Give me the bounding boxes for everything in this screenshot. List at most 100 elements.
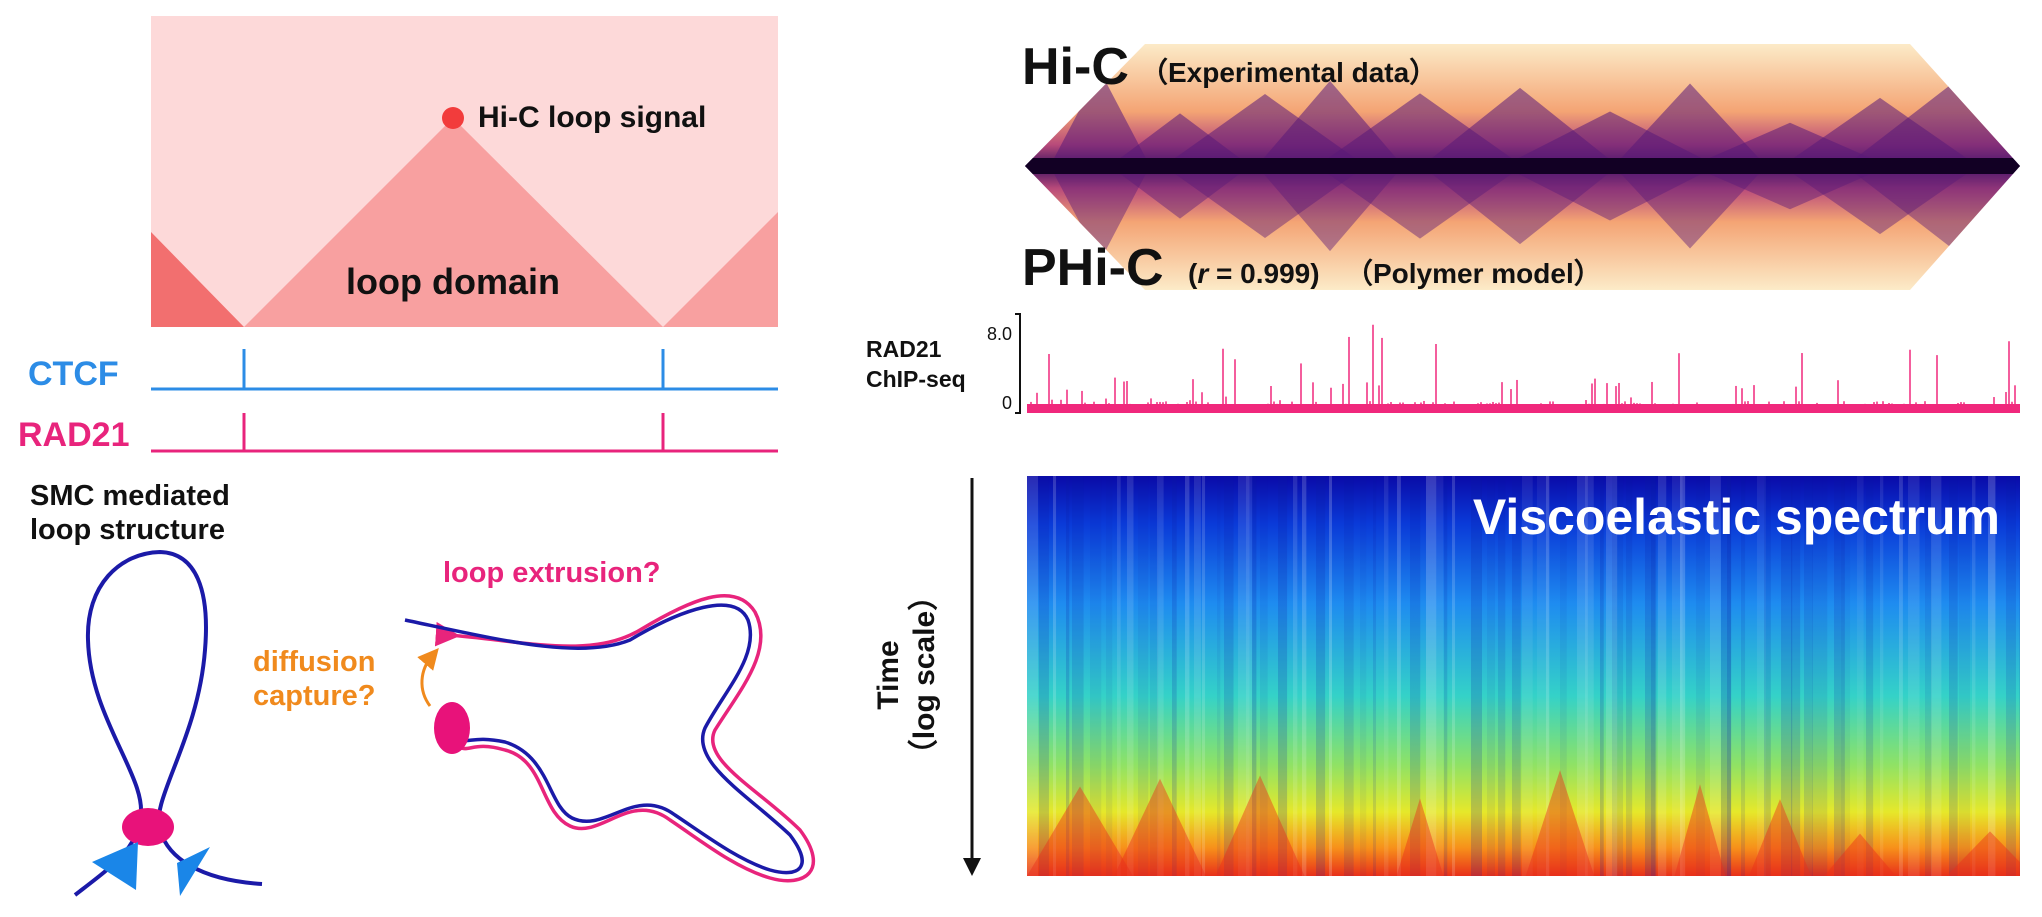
spectrum-peak bbox=[1823, 833, 1897, 876]
spectrum-stripe bbox=[1302, 476, 1307, 876]
phic-r-prefix: ( bbox=[1188, 258, 1198, 289]
hic-diagonal bbox=[1025, 158, 2020, 174]
phic-domain-triangle bbox=[1422, 166, 1618, 245]
spectrum-stripe bbox=[1260, 476, 1268, 876]
extrusion-cohesin-icon bbox=[434, 702, 470, 754]
spectrum-peak bbox=[1215, 775, 1305, 876]
spectrum-stripe bbox=[1090, 476, 1102, 876]
spectrum-stripe bbox=[1757, 476, 1766, 876]
phic-domain-triangle bbox=[1613, 166, 1767, 249]
spectrum-stripe bbox=[1194, 476, 1201, 876]
spectrum-stripe bbox=[1791, 476, 1801, 876]
phic-domain-triangle bbox=[1049, 166, 1151, 262]
extrusion-strand-pink bbox=[434, 594, 815, 883]
time-label-line2: （log scale） bbox=[907, 581, 941, 769]
spectrum-stripe bbox=[1741, 476, 1746, 876]
ctcf-label: CTCF bbox=[28, 355, 119, 393]
spectrum-stripe bbox=[1645, 476, 1656, 876]
phic-domain-triangle bbox=[1109, 166, 1251, 219]
smc-loop-structure: SMC mediated loop structure bbox=[30, 480, 263, 897]
spectrum-stripe bbox=[1426, 476, 1437, 876]
chip-label-line2: ChIP-seq bbox=[866, 366, 966, 392]
spectrum-stripe bbox=[1452, 476, 1456, 876]
spectrum-stripe bbox=[1949, 476, 1958, 876]
spectrum-stripe bbox=[1373, 476, 1377, 876]
phic-title-text: PHi-C bbox=[1022, 239, 1164, 297]
spectrum-peak bbox=[1748, 799, 1812, 876]
left-domain-triangle bbox=[151, 232, 244, 327]
chip-seq-track: RAD21 ChIP-seq 8.0 0 bbox=[866, 313, 2020, 414]
right-domain-triangle bbox=[663, 212, 778, 327]
spectrum-stripe bbox=[1437, 476, 1444, 876]
spectrum-stripe bbox=[1972, 476, 1976, 876]
spectrum-stripe bbox=[1360, 476, 1367, 876]
chip-max-tick: 8.0 bbox=[987, 324, 1012, 344]
spectrum-stripe bbox=[1252, 476, 1257, 876]
spectrum-stripe bbox=[1988, 476, 1996, 876]
loop-extrusion-label: loop extrusion? bbox=[443, 557, 661, 589]
spectrum-stripe bbox=[1202, 476, 1206, 876]
spectrum-stripe bbox=[1397, 476, 1401, 876]
spectrum-stripe bbox=[1410, 476, 1421, 876]
hic-map: Hi-C （Experimental data） PHi-C (r = 0.99… bbox=[1022, 38, 2020, 297]
hic-domain-triangle bbox=[1049, 70, 1151, 166]
spectrum-stripe bbox=[1278, 476, 1288, 876]
spectrum-stripe bbox=[1127, 476, 1134, 876]
spectrum-stripe bbox=[1931, 476, 1942, 876]
ctcf-protein-right-icon bbox=[177, 847, 210, 896]
spectrum-peak bbox=[1946, 831, 2020, 876]
phic-domain-triangle bbox=[1502, 166, 1718, 221]
spectrum-peak bbox=[1674, 784, 1726, 876]
spectrum-stripe bbox=[1217, 476, 1221, 876]
spectrum-stripe bbox=[1329, 476, 1333, 876]
spectrum-stripe bbox=[1781, 476, 1793, 876]
spectrum-stripe bbox=[1812, 476, 1823, 876]
viscoelastic-spectrum: Viscoelastic spectrum Time （log scale） bbox=[872, 476, 2020, 876]
loop-extrusion-diagram: loop extrusion? diffusion capture? bbox=[253, 557, 815, 883]
spectrum-stripe bbox=[1117, 476, 1121, 876]
spectrum-stripe bbox=[1027, 476, 1039, 876]
phic-r-value: = 0.999) bbox=[1208, 258, 1319, 289]
spectrum-stripe bbox=[1560, 476, 1567, 876]
spectrum-stripe bbox=[1721, 476, 1731, 876]
loop-domain-schematic: Hi-C loop signal loop domain bbox=[151, 16, 778, 327]
smc-chromatin-loop bbox=[73, 549, 263, 897]
diffusion-capture-line2: capture? bbox=[253, 680, 375, 712]
spectrum-stripe bbox=[1224, 476, 1234, 876]
spectrum-stripe bbox=[2019, 476, 2020, 876]
chip-scale-bracket bbox=[1015, 313, 1021, 414]
hic-domain-triangle bbox=[1613, 83, 1767, 166]
loop-signal-label: Hi-C loop signal bbox=[478, 101, 706, 134]
spectrum-stripe bbox=[1384, 476, 1389, 876]
spectrum-stripe bbox=[1498, 476, 1506, 876]
spectrum-stripe bbox=[1764, 476, 1771, 876]
spectrum-stripe bbox=[1138, 476, 1149, 876]
rad21-track: RAD21 bbox=[18, 413, 778, 454]
spectrum-stripe bbox=[1487, 476, 1495, 876]
spectrum-stripe bbox=[1680, 476, 1686, 876]
spectrum-stripe bbox=[1316, 476, 1326, 876]
spectrum-stripe bbox=[1546, 476, 1550, 876]
spectrum-stripe bbox=[1710, 476, 1721, 876]
ctcf-track: CTCF bbox=[28, 349, 778, 393]
hic-domain-triangles bbox=[1049, 70, 2020, 262]
diffusion-capture-line1: diffusion bbox=[253, 646, 375, 678]
spectrum-stripe bbox=[1246, 476, 1253, 876]
spectrum-stripe bbox=[1600, 476, 1604, 876]
spectrum-stripe bbox=[2006, 476, 2016, 876]
spectrum-stripe bbox=[1150, 476, 1159, 876]
spectrum-stripe bbox=[1959, 476, 1971, 876]
smc-title-line2: loop structure bbox=[30, 514, 225, 546]
spectrum-stripe bbox=[1585, 476, 1594, 876]
extrusion-strand-blue bbox=[404, 603, 804, 875]
spectrum-stripe bbox=[1053, 476, 1057, 876]
spectrum-stripe bbox=[1344, 476, 1354, 876]
hic-subtitle: （Experimental data） bbox=[1140, 56, 1437, 88]
phic-domain-triangle bbox=[1782, 166, 1978, 235]
spectrum-heatmap bbox=[1027, 476, 2020, 876]
hic-title: Hi-C bbox=[1022, 38, 1129, 96]
spectrum-stripe bbox=[1658, 476, 1667, 876]
spectrum-stripe bbox=[1841, 476, 1851, 876]
phic-lower-half bbox=[1025, 166, 2020, 290]
time-label-line1: Time bbox=[872, 640, 905, 709]
